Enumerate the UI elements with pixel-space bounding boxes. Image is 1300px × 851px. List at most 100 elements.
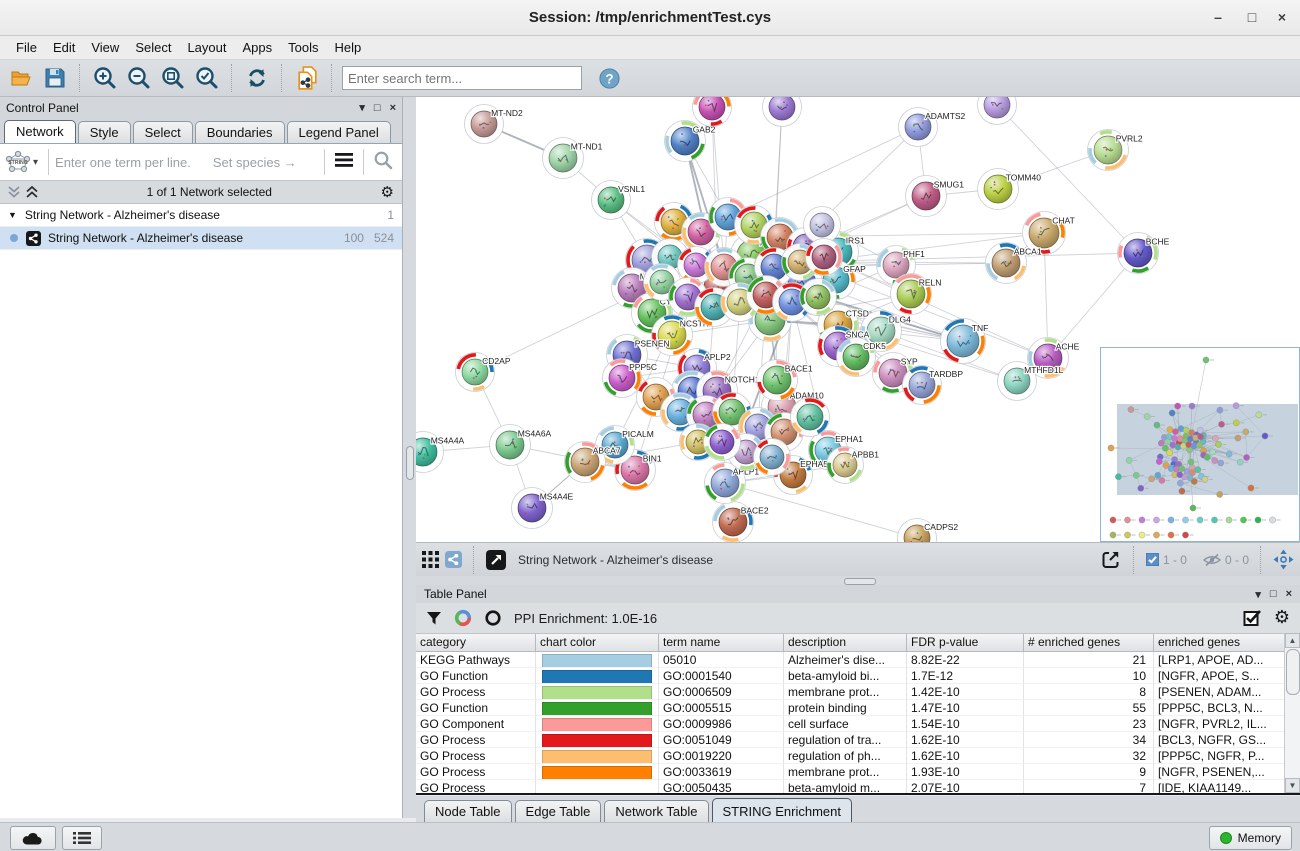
- cell-fdr-p-value[interactable]: 1.93E-10: [907, 764, 1024, 780]
- clear-charts-button[interactable]: [484, 609, 502, 627]
- selected-nodes-indicator[interactable]: 1 - 0: [1146, 553, 1187, 567]
- cell-chart-color[interactable]: [536, 732, 659, 748]
- cell-enriched-count[interactable]: 34: [1024, 732, 1154, 748]
- cell-fdr-p-value[interactable]: 2.07E-10: [907, 780, 1024, 793]
- open-session-button[interactable]: [6, 63, 36, 93]
- cloud-button[interactable]: [10, 826, 56, 850]
- cell-chart-color[interactable]: [536, 748, 659, 764]
- tab-select[interactable]: Select: [133, 121, 193, 143]
- cell-term-name[interactable]: GO:0005515: [659, 700, 784, 716]
- cell-category[interactable]: GO Process: [416, 732, 536, 748]
- export-view-button[interactable]: [1100, 549, 1122, 571]
- network-node[interactable]: [978, 97, 1017, 125]
- cell-description[interactable]: regulation of tra...: [784, 732, 907, 748]
- save-session-button[interactable]: [40, 63, 70, 93]
- network-node-BACE2[interactable]: BACE2: [713, 502, 769, 543]
- string-db-selector[interactable]: STRING ▾: [0, 149, 42, 175]
- cell-description[interactable]: membrane prot...: [784, 684, 907, 700]
- cell-enriched-genes[interactable]: [PPP5C, BCL3, N...: [1154, 700, 1285, 716]
- table-panel-float-icon[interactable]: □: [1270, 588, 1277, 600]
- menu-layout[interactable]: Layout: [179, 38, 234, 57]
- cell-category[interactable]: GO Function: [416, 700, 536, 716]
- select-all-button[interactable]: [1243, 609, 1262, 627]
- birdseye-toggle-button[interactable]: [1273, 549, 1294, 570]
- string-search-button[interactable]: [364, 150, 402, 175]
- network-node-MTHFD1L[interactable]: MTHFD1L: [998, 362, 1064, 401]
- column-header-enriched-genes[interactable]: enriched genes: [1154, 634, 1285, 652]
- cell-enriched-genes[interactable]: [NGFR, PSENEN,...: [1154, 764, 1285, 780]
- menu-edit[interactable]: Edit: [45, 38, 83, 57]
- cell-enriched-genes[interactable]: [PPP5C, NGFR, P...: [1154, 748, 1285, 764]
- cell-chart-color[interactable]: [536, 684, 659, 700]
- cell-enriched-genes[interactable]: [IDE, KIAA1149...: [1154, 780, 1285, 793]
- cell-enriched-count[interactable]: 55: [1024, 700, 1154, 716]
- table-row[interactable]: GO ComponentGO:0009986cell surface1.54E-…: [416, 716, 1285, 732]
- network-node-MS4A6A[interactable]: MS4A6A: [490, 425, 552, 466]
- cell-enriched-count[interactable]: 7: [1024, 780, 1154, 793]
- cell-description[interactable]: protein binding: [784, 700, 907, 716]
- network-from-selection-button[interactable]: [292, 63, 322, 93]
- network-node-CD2AP[interactable]: CD2AP: [456, 353, 511, 392]
- network-node-GAB2[interactable]: GAB2: [665, 121, 716, 162]
- table-panel-close-icon[interactable]: ×: [1286, 588, 1292, 600]
- column-header--enriched-genes[interactable]: # enriched genes: [1024, 634, 1154, 652]
- menu-file[interactable]: File: [8, 38, 45, 57]
- cell-enriched-count[interactable]: 8: [1024, 684, 1154, 700]
- cell-description[interactable]: cell surface: [784, 716, 907, 732]
- refresh-network-button[interactable]: [242, 63, 272, 93]
- birdseye-view[interactable]: [1100, 347, 1300, 542]
- network-node-APBB1[interactable]: APBB1: [827, 447, 880, 484]
- network-node-VSNL1[interactable]: VSNL1: [592, 181, 646, 220]
- cell-description[interactable]: beta-amyloid bi...: [784, 668, 907, 684]
- cell-chart-color[interactable]: [536, 716, 659, 732]
- cell-category[interactable]: GO Process: [416, 780, 536, 793]
- tab-network[interactable]: Network: [4, 120, 76, 143]
- enrichment-settings-button[interactable]: ⚙: [1274, 609, 1290, 627]
- scroll-down-icon[interactable]: ▼: [1285, 778, 1300, 793]
- column-header-category[interactable]: category: [416, 634, 536, 652]
- table-row[interactable]: GO ProcessGO:0051049regulation of tra...…: [416, 732, 1285, 748]
- cell-description[interactable]: membrane prot...: [784, 764, 907, 780]
- network-node[interactable]: [704, 424, 741, 461]
- cell-fdr-p-value[interactable]: 1.47E-10: [907, 700, 1024, 716]
- cell-term-name[interactable]: GO:0006509: [659, 684, 784, 700]
- cell-category[interactable]: KEGG Pathways: [416, 652, 536, 668]
- network-node[interactable]: [806, 239, 843, 276]
- network-node[interactable]: [800, 279, 837, 316]
- tab-legend-panel[interactable]: Legend Panel: [287, 121, 391, 143]
- table-row[interactable]: KEGG Pathways05010Alzheimer's dise...8.8…: [416, 652, 1285, 668]
- network-node-MS4A4E[interactable]: MS4A4E: [512, 488, 574, 529]
- cell-term-name[interactable]: GO:0001540: [659, 668, 784, 684]
- panel-close-icon[interactable]: ×: [390, 102, 396, 114]
- minimize-button[interactable]: –: [1208, 9, 1228, 25]
- search-input[interactable]: [342, 66, 582, 90]
- cell-enriched-count[interactable]: 32: [1024, 748, 1154, 764]
- maximize-button[interactable]: □: [1242, 9, 1262, 25]
- cell-term-name[interactable]: GO:0019220: [659, 748, 784, 764]
- cell-description[interactable]: beta-amyloid m...: [784, 780, 907, 793]
- task-history-button[interactable]: [62, 826, 102, 850]
- detach-view-button[interactable]: [486, 550, 506, 570]
- tab-edge-table[interactable]: Edge Table: [515, 800, 602, 822]
- cell-category[interactable]: GO Process: [416, 684, 536, 700]
- cell-category[interactable]: GO Component: [416, 716, 536, 732]
- cell-chart-color[interactable]: [536, 700, 659, 716]
- menu-tools[interactable]: Tools: [280, 38, 326, 57]
- network-node-BCHE[interactable]: BCHE: [1118, 233, 1170, 274]
- column-header-description[interactable]: description: [784, 634, 907, 652]
- cell-enriched-genes[interactable]: [PSENEN, ADAM...: [1154, 684, 1285, 700]
- panel-menu-icon[interactable]: ▾: [359, 101, 365, 114]
- tab-style[interactable]: Style: [78, 121, 131, 143]
- cell-chart-color[interactable]: [536, 652, 659, 668]
- network-node[interactable]: [754, 439, 791, 476]
- scrollbar-thumb[interactable]: [1286, 649, 1300, 695]
- cell-term-name[interactable]: GO:0009986: [659, 716, 784, 732]
- cell-term-name[interactable]: GO:0033619: [659, 764, 784, 780]
- cell-term-name[interactable]: 05010: [659, 652, 784, 668]
- table-panel-menu-icon[interactable]: ▾: [1255, 588, 1261, 601]
- cell-enriched-count[interactable]: 23: [1024, 716, 1154, 732]
- table-row[interactable]: GO ProcessGO:0050435beta-amyloid m...2.0…: [416, 780, 1285, 793]
- network-node[interactable]: [693, 97, 732, 127]
- cell-fdr-p-value[interactable]: 1.7E-12: [907, 668, 1024, 684]
- network-node-ABCA1[interactable]: ABCA1: [986, 243, 1042, 284]
